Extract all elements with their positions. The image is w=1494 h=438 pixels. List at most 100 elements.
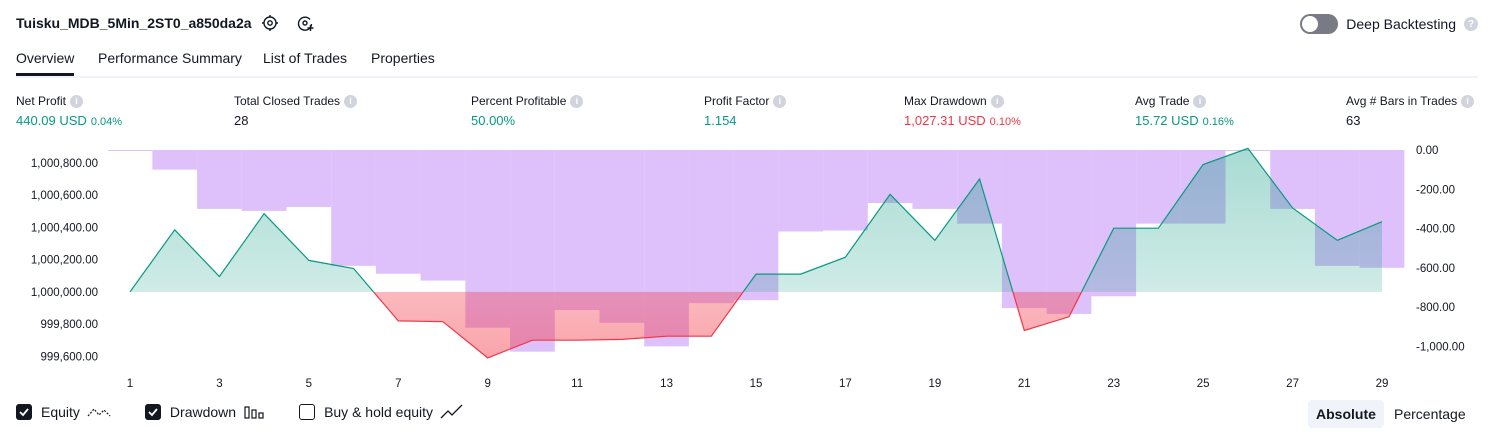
tab-performance-summary[interactable]: Performance Summary <box>98 50 242 66</box>
deep-backtesting-toggle[interactable] <box>1300 14 1339 34</box>
metric-label: Net Profit <box>16 94 67 108</box>
drawdown-bar <box>286 150 332 207</box>
x-axis-tick-label: 13 <box>660 378 673 390</box>
buy-hold-checkbox[interactable] <box>299 404 316 420</box>
metric-value: 50.00% <box>471 113 516 128</box>
deep-backtesting-label: Deep Backtesting <box>1346 16 1456 32</box>
metric-total-closed-trades: Total Closed Trades i 28 <box>234 94 358 128</box>
metric-value: 440.09 USD <box>16 113 87 128</box>
metric-value: 28 <box>234 113 249 128</box>
metric-label: Avg Trade <box>1135 94 1190 108</box>
metric-label: Max Drawdown <box>904 94 987 108</box>
equity-checkbox[interactable] <box>16 404 32 420</box>
metric-percent-profitable: Percent Profitable i 50.00% <box>471 94 584 128</box>
drawdown-bar <box>554 150 600 311</box>
x-axis-tick-label: 9 <box>485 378 491 390</box>
x-axis-tick-label: 1 <box>127 378 133 390</box>
drawdown-bar <box>197 150 242 209</box>
drawdown-bar <box>108 150 153 151</box>
x-axis-tick-label: 27 <box>1286 378 1299 390</box>
legend-buy-hold-equity[interactable]: Buy & hold equity <box>299 404 464 420</box>
drawdown-bar <box>241 150 287 211</box>
tab-overview[interactable]: Overview <box>16 50 75 76</box>
left-axis-tick-label: 1,000,200.00 <box>31 255 98 267</box>
legend-label: Equity <box>41 404 80 420</box>
drawdown-bar <box>778 150 824 232</box>
legend-label: Buy & hold equity <box>324 404 434 420</box>
left-axis-tick-label: 1,000,800.00 <box>31 158 98 170</box>
left-axis-tick-label: 1,000,400.00 <box>31 222 98 234</box>
equity-line-positive <box>129 147 1383 292</box>
drawdown-bar <box>375 150 421 274</box>
x-axis-tick-label: 21 <box>1018 378 1031 390</box>
metric-value: 1,027.31 USD <box>904 113 986 128</box>
buy-hold-line-icon <box>440 404 463 419</box>
toggle-knob <box>1302 16 1319 32</box>
drawdown-bar <box>823 150 868 231</box>
metric-label: Avg # Bars in Trades <box>1346 94 1458 108</box>
metric-profit-factor: Profit Factor i 1.154 <box>704 94 787 128</box>
tab-properties[interactable]: Properties <box>371 50 435 66</box>
x-axis-tick-label: 7 <box>395 378 401 390</box>
settings-icon[interactable] <box>260 13 280 33</box>
info-icon[interactable]: i <box>570 94 584 108</box>
drawdown-bars-icon <box>244 406 264 419</box>
info-icon[interactable]: i <box>1461 94 1475 108</box>
metric-net-profit: Net Profit i 440.09 USD 0.04% <box>16 94 122 128</box>
info-icon[interactable]: i <box>344 94 358 108</box>
legend-equity[interactable]: Equity <box>16 404 111 420</box>
percentage-mode-button[interactable]: Percentage <box>1394 406 1466 422</box>
metric-max-drawdown: Max Drawdown i 1,027.31 USD 0.10% <box>904 94 1021 128</box>
x-axis-tick-label: 3 <box>216 378 222 390</box>
info-icon[interactable]: i <box>773 94 787 108</box>
info-icon[interactable]: i <box>990 94 1004 108</box>
left-axis-tick-label: 999,800.00 <box>40 319 98 331</box>
info-icon[interactable]: i <box>70 94 84 108</box>
right-axis-tick-label: -800.00 <box>1416 302 1455 314</box>
x-axis-tick-label: 11 <box>571 378 583 390</box>
help-icon[interactable]: ? <box>1464 17 1478 31</box>
right-axis-tick-label: -400.00 <box>1416 224 1455 236</box>
right-axis-tick-label: -600.00 <box>1416 263 1455 275</box>
chart-legend: Equity Drawdown Buy & hold equity <box>16 404 498 420</box>
strategy-header: Tuisku_MDB_5Min_2ST0_a850da2a Deep Backt… <box>0 0 1494 48</box>
left-axis-tick-label: 1,000,000.00 <box>31 287 98 299</box>
x-axis-tick-label: 15 <box>750 378 763 390</box>
info-icon[interactable]: i <box>1193 94 1207 108</box>
drawdown-bar <box>152 150 198 170</box>
add-to-chart-icon[interactable] <box>295 13 315 33</box>
left-axis-tick-label: 999,600.00 <box>40 351 98 363</box>
right-axis-tick-label: -200.00 <box>1416 184 1455 196</box>
left-axis-tick-label: 1,000,600.00 <box>31 190 98 202</box>
equity-area-positive <box>130 148 1382 292</box>
x-axis-tick-label: 25 <box>1197 378 1210 390</box>
metric-avg-bars-in-trades: Avg # Bars in Trades i 63 <box>1346 94 1475 128</box>
x-axis-tick-label: 29 <box>1376 378 1389 390</box>
equity-area-negative <box>130 291 1382 358</box>
drawdown-bar <box>912 150 958 209</box>
drawdown-checkbox[interactable] <box>144 404 161 420</box>
x-axis-tick-label: 23 <box>1107 378 1120 390</box>
drawdown-bar <box>331 150 376 266</box>
legend-label: Drawdown <box>169 404 237 420</box>
metric-label: Total Closed Trades <box>234 94 341 108</box>
metric-avg-trade: Avg Trade i 15.72 USD 0.16% <box>1135 94 1234 128</box>
strategy-title: Tuisku_MDB_5Min_2ST0_a850da2a <box>16 15 252 31</box>
tab-list-of-trades[interactable]: List of Trades <box>263 50 348 66</box>
drawdown-bar <box>420 150 466 281</box>
report-tabs: Overview Performance Summary List of Tra… <box>16 48 1478 78</box>
metric-percent: 0.10% <box>989 116 1021 128</box>
metric-label: Profit Factor <box>704 94 770 108</box>
x-axis-tick-label: 17 <box>839 378 852 390</box>
metric-percent: 0.04% <box>90 116 123 128</box>
equity-line-icon <box>87 408 111 417</box>
x-axis-tick-label: 5 <box>306 378 312 390</box>
absolute-mode-button[interactable]: Absolute <box>1308 400 1384 428</box>
x-axis-tick-label: 19 <box>928 378 941 390</box>
metric-value: 1.154 <box>704 113 737 128</box>
metric-label: Percent Profitable <box>471 94 567 108</box>
equity-drawdown-chart[interactable]: 1,000,800.00 1,000,600.00 1,000,400.00 1,00… <box>0 140 1494 394</box>
legend-drawdown[interactable]: Drawdown <box>144 404 265 420</box>
right-axis-tick-label: -1,000.00 <box>1416 341 1465 353</box>
right-axis-tick-label: 0.00 <box>1416 145 1438 157</box>
